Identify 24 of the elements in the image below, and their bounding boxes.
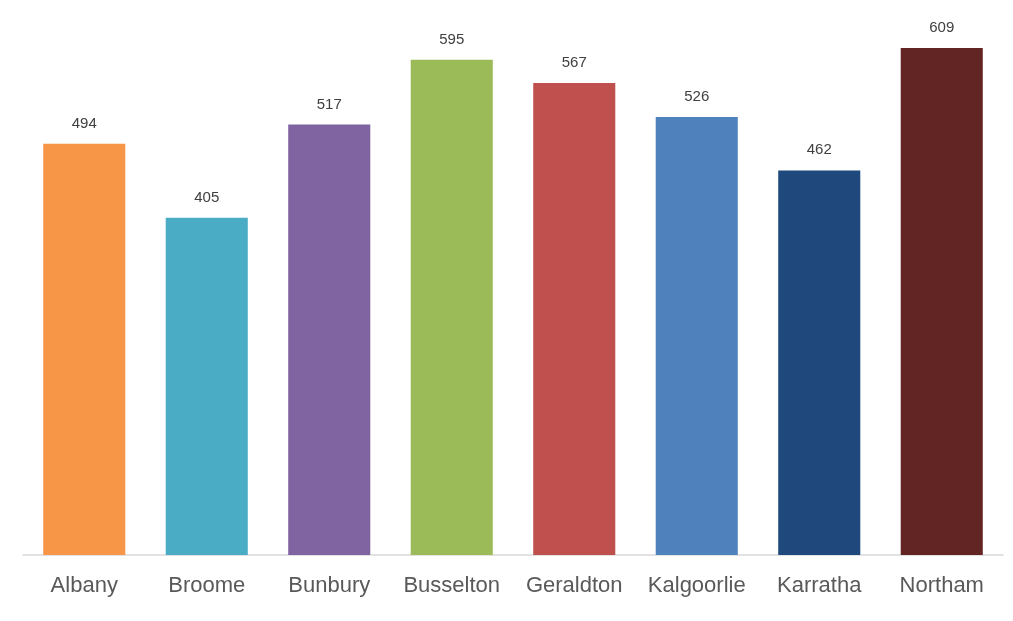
bar xyxy=(533,82,616,555)
x-tick-label: Bunbury xyxy=(288,571,371,597)
x-tick-label: Northam xyxy=(899,571,984,597)
x-tick-label: Karratha xyxy=(777,571,863,597)
data-label: 462 xyxy=(806,140,832,158)
x-tick-label: Kalgoorlie xyxy=(647,571,746,597)
bar xyxy=(778,170,861,555)
bar xyxy=(410,59,493,555)
bar xyxy=(165,217,248,555)
x-tick-label: Albany xyxy=(50,571,118,597)
data-label: 567 xyxy=(561,52,587,70)
x-tick-label: Broome xyxy=(168,571,246,597)
bar xyxy=(43,143,126,555)
data-label: 494 xyxy=(71,113,97,131)
data-label: 595 xyxy=(439,29,465,47)
bar xyxy=(900,48,983,555)
data-label: 609 xyxy=(929,18,955,35)
bar xyxy=(288,124,371,555)
data-label: 405 xyxy=(194,187,220,205)
data-label: 517 xyxy=(316,94,342,112)
data-label: 526 xyxy=(684,87,710,105)
bar xyxy=(655,117,738,555)
x-tick-label: Busselton xyxy=(403,571,501,597)
x-tick-label: Geraldton xyxy=(525,571,623,597)
